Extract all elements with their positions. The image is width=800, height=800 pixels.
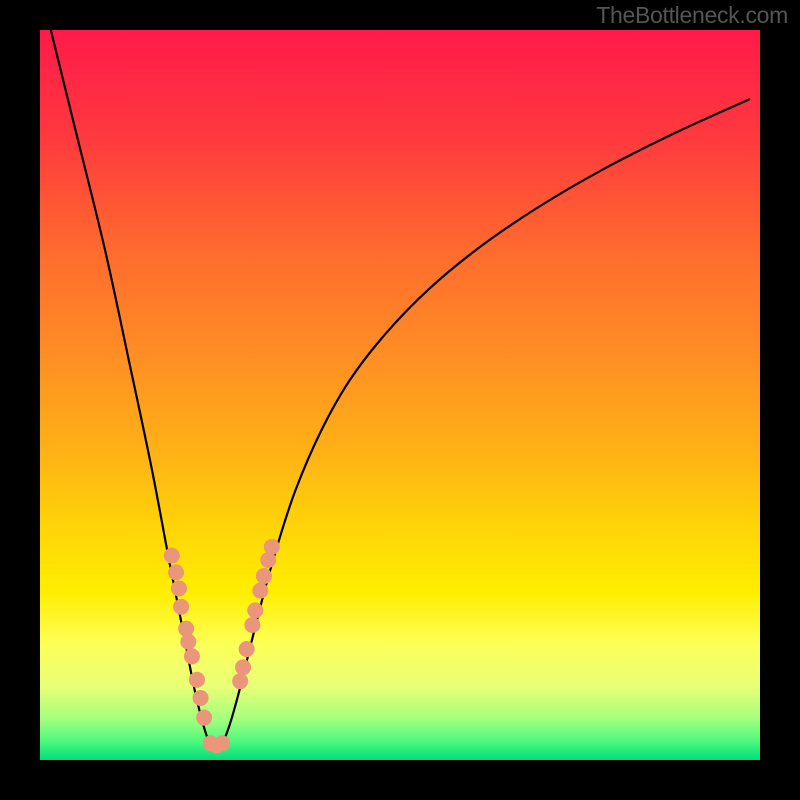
marker-dot	[215, 736, 230, 751]
marker-dot	[174, 599, 189, 614]
marker-dot	[236, 660, 251, 675]
marker-dot	[233, 674, 248, 689]
marker-dot	[253, 583, 268, 598]
marker-dot	[193, 690, 208, 705]
marker-dot	[264, 539, 279, 554]
chart-container: TheBottleneck.com	[0, 0, 800, 800]
marker-dot	[179, 621, 194, 636]
marker-dot	[248, 603, 263, 618]
marker-dot	[256, 569, 271, 584]
marker-dot	[171, 581, 186, 596]
marker-dot	[261, 552, 276, 567]
marker-dot	[184, 649, 199, 664]
marker-dot	[239, 642, 254, 657]
bottleneck-chart	[0, 0, 800, 800]
plot-background	[40, 30, 760, 760]
marker-dot	[181, 634, 196, 649]
watermark-text: TheBottleneck.com	[596, 2, 788, 29]
marker-dot	[245, 617, 260, 632]
marker-dot	[197, 710, 212, 725]
marker-dot	[164, 548, 179, 563]
marker-dot	[189, 672, 204, 687]
marker-dot	[169, 565, 184, 580]
